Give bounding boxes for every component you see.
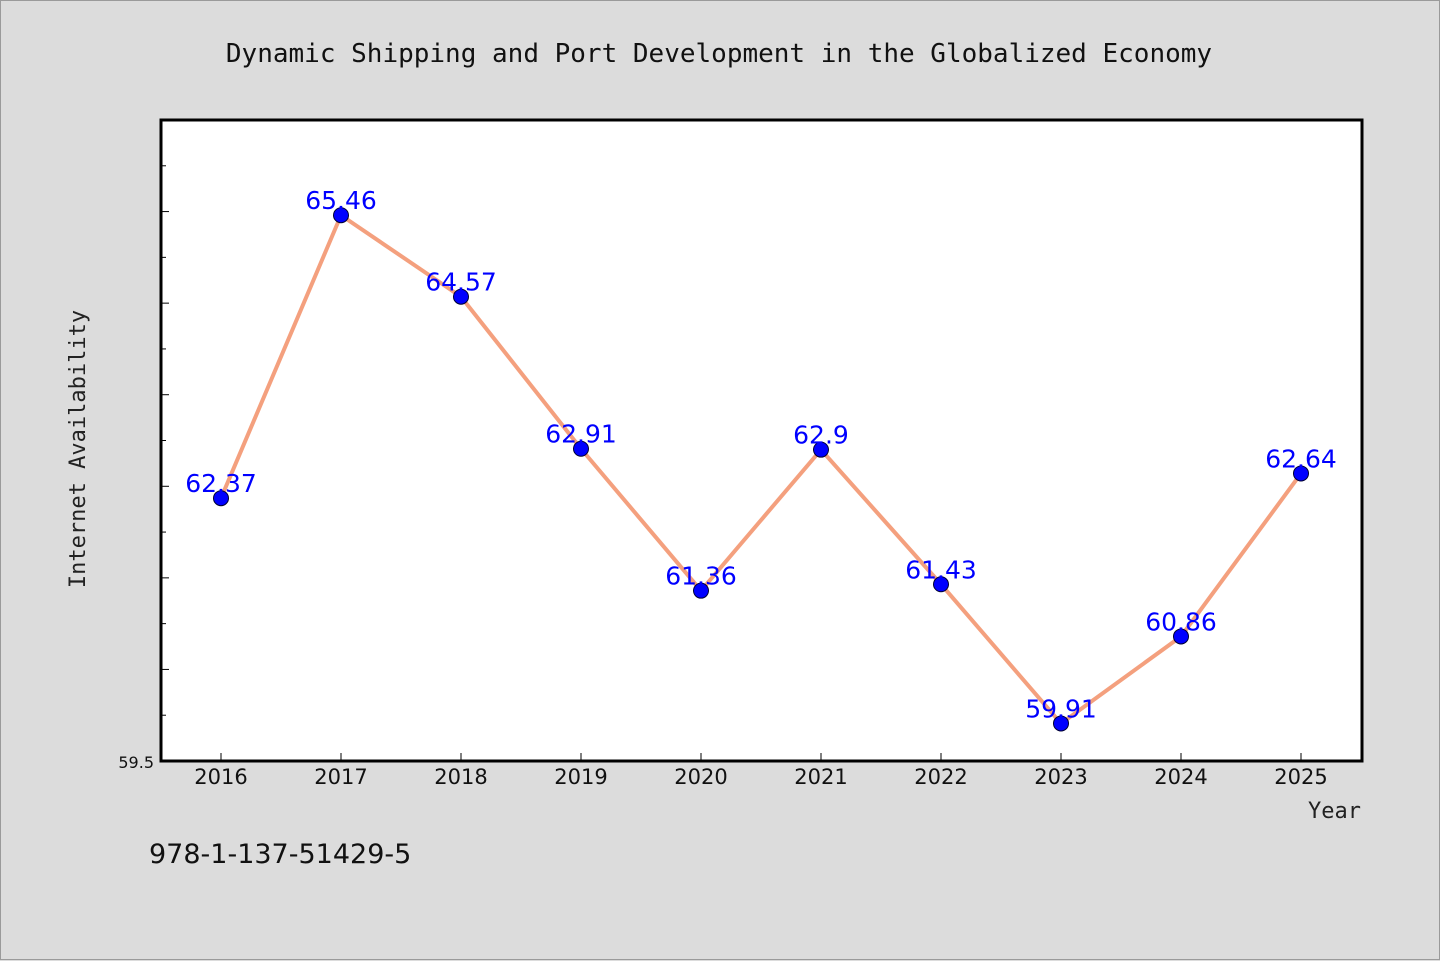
x-tick-label: 2017 bbox=[314, 765, 367, 789]
data-label: 64.57 bbox=[425, 268, 497, 297]
data-label: 61.43 bbox=[905, 555, 977, 584]
data-labels: 62.37 65.46 64.57 62.91 61.36 62.9 61.43 59.91 6… bbox=[185, 186, 1337, 723]
data-label: 62.91 bbox=[545, 420, 617, 449]
x-tick-label: 2021 bbox=[794, 765, 847, 789]
data-label: 61.36 bbox=[665, 562, 737, 591]
x-tick-label: 2020 bbox=[674, 765, 727, 789]
data-point bbox=[573, 440, 589, 457]
chart-title: Dynamic Shipping and Port Development in… bbox=[226, 39, 1212, 69]
data-label: 59.91 bbox=[1025, 694, 1097, 723]
x-tick-label: 2019 bbox=[554, 765, 607, 789]
data-label: 62.64 bbox=[1265, 444, 1337, 473]
x-tick-label: 2025 bbox=[1274, 765, 1327, 789]
data-point bbox=[813, 441, 829, 458]
data-markers bbox=[213, 207, 1309, 732]
data-point bbox=[933, 576, 949, 593]
data-label: 62.9 bbox=[793, 421, 849, 450]
data-point bbox=[693, 582, 709, 599]
y-axis-title: Internet Availability bbox=[66, 310, 91, 588]
y-tick-label: 59.5 bbox=[118, 753, 154, 772]
data-point bbox=[453, 288, 469, 305]
data-point bbox=[1173, 628, 1189, 645]
data-point bbox=[1053, 715, 1069, 732]
x-axis-ticks: 2016 2017 2018 2019 2020 2021 2022 2023 2024 2025 bbox=[194, 753, 1328, 789]
x-tick-label: 2023 bbox=[1034, 765, 1087, 789]
data-point bbox=[213, 490, 229, 507]
series-line bbox=[219, 213, 1303, 726]
isbn-text: 978-1-137-51429-5 bbox=[149, 839, 411, 870]
data-point bbox=[333, 207, 349, 224]
data-label: 65.46 bbox=[305, 186, 377, 215]
x-tick-label: 2022 bbox=[914, 765, 967, 789]
x-axis-title: Year bbox=[1308, 799, 1361, 824]
x-tick-label: 2016 bbox=[194, 765, 247, 789]
data-label: 60.86 bbox=[1145, 607, 1217, 636]
data-point bbox=[1293, 465, 1309, 482]
x-tick-label: 2018 bbox=[434, 765, 487, 789]
data-label: 62.37 bbox=[185, 469, 257, 498]
x-tick-label: 2024 bbox=[1154, 765, 1207, 789]
y-axis-ticks bbox=[161, 165, 169, 716]
